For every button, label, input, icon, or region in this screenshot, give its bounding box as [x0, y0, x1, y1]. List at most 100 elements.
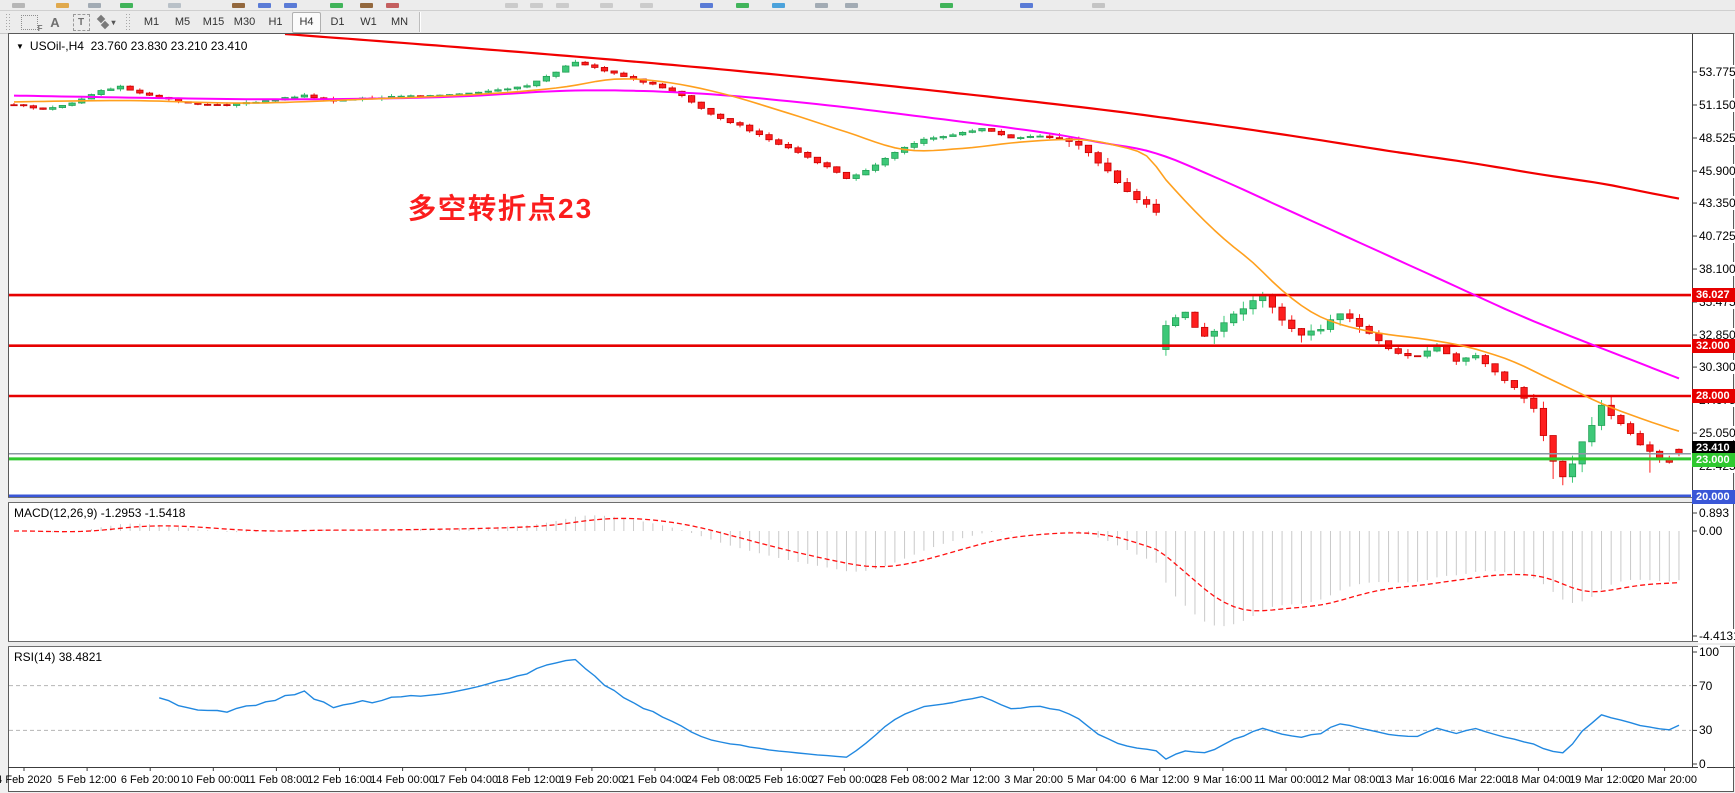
date-axis-label: 18 Mar 04:00 — [1505, 774, 1571, 786]
rsi-label: RSI(14) 38.4821 — [14, 650, 103, 664]
price-level-badge: 23.000 — [1692, 452, 1735, 467]
chevron-down-icon[interactable]: ▼ — [16, 42, 24, 51]
fibonacci-tool-icon[interactable]: F — [16, 12, 43, 33]
date-axis-label: 11 Mar 00:00 — [1253, 774, 1319, 786]
toolbar-icon-clipped[interactable] — [1020, 3, 1033, 8]
date-axis-label: 2 Mar 12:00 — [941, 774, 1000, 786]
date-axis-label: 5 Mar 04:00 — [1067, 774, 1127, 786]
date-axis-label: 6 Feb 20:00 — [120, 774, 180, 786]
toolbar-icon-clipped[interactable] — [284, 3, 297, 8]
price-level-badge: 36.027 — [1692, 288, 1735, 303]
timeframe-button-D1[interactable]: D1 — [330, 16, 345, 28]
date-axis-label: 16 Mar 22:00 — [1442, 774, 1508, 786]
price-axis-label: 32.850 — [1698, 328, 1735, 343]
arrow-objects-tool-icon[interactable]: ▾ — [94, 12, 120, 32]
toolbar-row-clipped — [0, 0, 1735, 11]
toolbar-icon-clipped[interactable] — [600, 3, 613, 8]
price-axis-label: 38.100 — [1698, 262, 1735, 277]
toolbar-icon-clipped[interactable] — [12, 3, 25, 8]
indicator-axis-label: 100 — [1698, 645, 1721, 659]
toolbar-icon-clipped[interactable] — [815, 3, 828, 8]
text-annotation-tool-icon[interactable]: A — [50, 14, 60, 30]
date-axis-label: 27 Feb 00:00 — [811, 774, 877, 786]
toolbar-icon-clipped[interactable] — [232, 3, 245, 8]
toolbar-icon-clipped[interactable] — [258, 3, 271, 8]
timeframe-button-M5[interactable]: M5 — [174, 16, 191, 28]
toolbar-icon-clipped[interactable] — [386, 3, 399, 8]
toolbar-icon-clipped[interactable] — [940, 3, 953, 8]
toolbar-icon-clipped[interactable] — [556, 3, 569, 8]
date-axis-label: 21 Feb 04:00 — [622, 774, 688, 786]
date-axis-label: 6 Mar 12:00 — [1130, 774, 1190, 786]
price-level-badge: 28.000 — [1692, 388, 1735, 403]
toolbar-icon-clipped[interactable] — [330, 3, 343, 8]
date-axis-label: 17 Feb 04:00 — [433, 774, 499, 786]
symbol-label: USOil-,H4 — [29, 39, 84, 53]
price-axis-label: 53.775 — [1698, 65, 1735, 79]
date-axis-label: 20 Mar 20:00 — [1632, 774, 1698, 786]
toolbar-icon-clipped[interactable] — [360, 3, 373, 8]
indicator-axis-label: 70 — [1698, 678, 1714, 693]
timeframe-button-H1[interactable]: H1 — [268, 16, 283, 28]
date-axis-label: 19 Mar 12:00 — [1569, 774, 1634, 786]
date-axis-label: 24 Feb 08:00 — [685, 774, 751, 786]
timeframe-button-H4[interactable]: H4 — [292, 11, 321, 33]
timeframe-button-M1[interactable]: M1 — [143, 16, 160, 28]
toolbar-icon-clipped[interactable] — [772, 3, 785, 8]
toolbar-icon-clipped[interactable] — [530, 3, 543, 8]
panel-splitter-rsi[interactable] — [8, 641, 1735, 647]
date-axis-label: 12 Mar 08:00 — [1316, 774, 1382, 786]
toolbar-icon-clipped[interactable] — [1092, 3, 1105, 8]
panel-splitter-macd[interactable] — [8, 497, 1735, 503]
price-axis-label: 43.350 — [1698, 196, 1735, 211]
indicator-axis-label: 0 — [1698, 757, 1707, 771]
date-axis-label: 13 Mar 16:00 — [1379, 774, 1445, 786]
price-level-badge: 20.000 — [1692, 489, 1735, 504]
toolbar-drag-handle[interactable] — [5, 13, 11, 31]
date-axis-label: 11 Feb 08:00 — [244, 774, 309, 786]
price-axis-label: 40.725 — [1698, 229, 1735, 244]
toolbar-icon-clipped[interactable] — [505, 3, 518, 8]
date-axis-label: 14 Feb 00:00 — [370, 774, 436, 786]
date-axis-label: 3 Mar 20:00 — [1004, 774, 1063, 786]
toolbar-drag-handle[interactable] — [125, 13, 131, 31]
timeframe-button-M15[interactable]: M15 — [202, 16, 225, 28]
chart-title: ▼ USOil-,H4 23.760 23.830 23.210 23.410 — [16, 39, 247, 53]
toolbar-icon-clipped[interactable] — [845, 3, 858, 8]
toolbar-icon-clipped[interactable] — [56, 3, 69, 8]
toolbar-icon-clipped[interactable] — [168, 3, 181, 8]
timeframe-button-MN[interactable]: MN — [390, 16, 409, 28]
toolbar-icon-clipped[interactable] — [88, 3, 101, 8]
price-axis-label: 48.525 — [1698, 130, 1735, 145]
date-axis-label: 18 Feb 12:00 — [496, 774, 562, 786]
chart-annotation-text[interactable]: 多空转折点23 — [408, 193, 594, 224]
date-axis-label: 9 Mar 16:00 — [1193, 774, 1253, 786]
timeframe-button-W1[interactable]: W1 — [360, 16, 377, 28]
toolbar-separator — [419, 12, 421, 32]
toolbar-icon-clipped[interactable] — [736, 3, 749, 8]
text-box-tool-icon[interactable]: T — [68, 12, 94, 32]
price-axis-label: 30.300 — [1698, 360, 1735, 375]
date-axis-label: 25 Feb 16:00 — [748, 774, 814, 786]
price-level-badge: 23.410 — [1692, 440, 1735, 455]
toolbar-icon-clipped[interactable] — [640, 3, 653, 8]
price-level-badge: 32.000 — [1692, 338, 1735, 353]
toolbar-icon-clipped[interactable] — [120, 3, 133, 8]
ohlc-values: 23.760 23.830 23.210 23.410 — [90, 39, 248, 53]
date-axis-label: 19 Feb 20:00 — [559, 774, 625, 786]
date-axis-label: 5 Feb 12:00 — [57, 774, 117, 786]
price-axis-label: 25.050 — [1698, 426, 1735, 441]
indicator-axis-label: 0.00 — [1698, 524, 1724, 538]
date-axis-label: 4 Feb 2020 — [0, 774, 52, 786]
date-axis-label: 12 Feb 16:00 — [307, 774, 372, 786]
date-axis-label: 10 Feb 00:00 — [180, 774, 246, 786]
timeframe-button-M30[interactable]: M30 — [233, 16, 256, 28]
toolbar-icon-clipped[interactable] — [700, 3, 713, 8]
toolbar: F A T ▾ M1 M5 M15 M30 H1 H4 D1 W1 MN — [0, 11, 1735, 34]
indicator-axis-label: 30 — [1698, 723, 1714, 738]
date-axis-border — [8, 767, 1735, 768]
indicator-axis-label: 0.893 — [1698, 506, 1731, 520]
